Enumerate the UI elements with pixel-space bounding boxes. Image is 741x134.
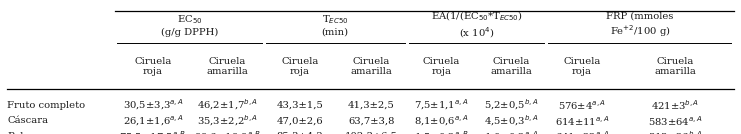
Text: T$_{EC50}$
(min): T$_{EC50}$ (min) <box>322 13 349 37</box>
Text: Ciruela
roja: Ciruela roja <box>563 57 600 76</box>
Text: Ciruela
amarilla: Ciruela amarilla <box>350 57 392 76</box>
Text: 313±26$^{b,A}$: 313±26$^{b,A}$ <box>648 130 702 134</box>
Text: EC$_{50}$
(g/g DPPH): EC$_{50}$ (g/g DPPH) <box>161 13 218 37</box>
Text: Ciruela
roja: Ciruela roja <box>281 57 319 76</box>
Text: Cáscara: Cáscara <box>7 116 48 125</box>
Text: 26,1±1,6$^{a,A}$: 26,1±1,6$^{a,A}$ <box>122 114 184 128</box>
Text: 46,2±1,7$^{b,A}$: 46,2±1,7$^{b,A}$ <box>197 98 258 112</box>
Text: 8,1±0,6$^{a,A}$: 8,1±0,6$^{a,A}$ <box>414 114 468 128</box>
Text: 5,2±0,5$^{b,A}$: 5,2±0,5$^{b,A}$ <box>484 98 538 112</box>
Text: FRP (mmoles
Fe$^{+2}$/100 g): FRP (mmoles Fe$^{+2}$/100 g) <box>606 11 674 39</box>
Text: 1,0±0,2$^{a,A}$: 1,0±0,2$^{a,A}$ <box>484 129 538 134</box>
Text: 99,6±19,9$^{a,B}$: 99,6±19,9$^{a,B}$ <box>194 129 261 134</box>
Text: 7,5±1,1$^{a,A}$: 7,5±1,1$^{a,A}$ <box>414 98 468 112</box>
Text: 47,0±2,6: 47,0±2,6 <box>276 116 323 125</box>
Text: 41,3±2,5: 41,3±2,5 <box>348 101 395 110</box>
Text: 641±22$^{a,A}$: 641±22$^{a,A}$ <box>554 130 609 134</box>
Text: 30,5±3,3$^{a,A}$: 30,5±3,3$^{a,A}$ <box>122 98 184 112</box>
Text: 421±3$^{b,A}$: 421±3$^{b,A}$ <box>651 98 700 112</box>
Text: 583±64$^{a,A}$: 583±64$^{a,A}$ <box>648 114 702 128</box>
Text: 576±4$^{a,A}$: 576±4$^{a,A}$ <box>558 98 606 112</box>
Text: Fruto completo: Fruto completo <box>7 101 85 110</box>
Text: 614±11$^{a,A}$: 614±11$^{a,A}$ <box>554 114 609 128</box>
Text: 35,3±2,2$^{b,A}$: 35,3±2,2$^{b,A}$ <box>197 114 258 128</box>
Text: Ciruela
amarilla: Ciruela amarilla <box>207 57 248 76</box>
Text: 4,5±0,3$^{b,A}$: 4,5±0,3$^{b,A}$ <box>484 114 538 128</box>
Text: Ciruela
roja: Ciruela roja <box>134 57 172 76</box>
Text: EA(1/(EC$_{50}$*T$_{EC50}$)
(x 10$^{4}$): EA(1/(EC$_{50}$*T$_{EC50}$) (x 10$^{4}$) <box>431 10 522 40</box>
Text: 85,3±4,2: 85,3±4,2 <box>276 132 323 134</box>
Text: Ciruela
amarilla: Ciruela amarilla <box>490 57 532 76</box>
Text: Ciruela
amarilla: Ciruela amarilla <box>654 57 697 76</box>
Text: 43,3±1,5: 43,3±1,5 <box>276 101 323 110</box>
Text: 1,5±0,2$^{a,B}$: 1,5±0,2$^{a,B}$ <box>414 129 468 134</box>
Text: Ciruela
roja: Ciruela roja <box>422 57 460 76</box>
Text: Pulpa: Pulpa <box>7 132 36 134</box>
Text: 102,3±6,5: 102,3±6,5 <box>345 132 398 134</box>
Text: 75,5±17,5$^{a,B}$: 75,5±17,5$^{a,B}$ <box>119 129 187 134</box>
Text: 63,7±3,8: 63,7±3,8 <box>348 116 394 125</box>
